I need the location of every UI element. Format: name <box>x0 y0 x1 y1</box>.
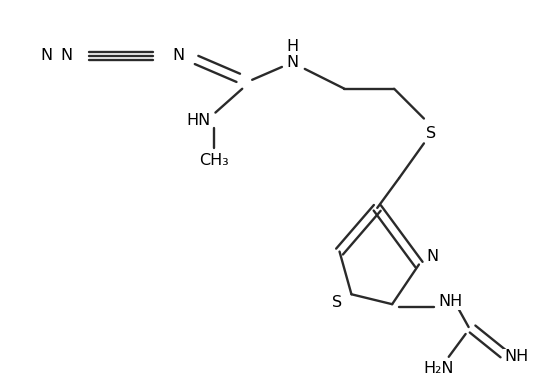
Text: S: S <box>426 126 436 141</box>
Text: N: N <box>427 249 439 264</box>
Text: NH: NH <box>504 349 528 364</box>
Text: CH₃: CH₃ <box>199 153 229 168</box>
Text: NH: NH <box>439 294 463 309</box>
Text: N: N <box>287 55 299 70</box>
Text: S: S <box>333 295 343 310</box>
Text: N: N <box>172 48 185 63</box>
Text: HN: HN <box>187 113 211 128</box>
Text: N: N <box>60 48 72 63</box>
Text: H₂N: H₂N <box>424 361 454 376</box>
Text: H: H <box>287 39 299 53</box>
Text: N: N <box>41 48 53 63</box>
